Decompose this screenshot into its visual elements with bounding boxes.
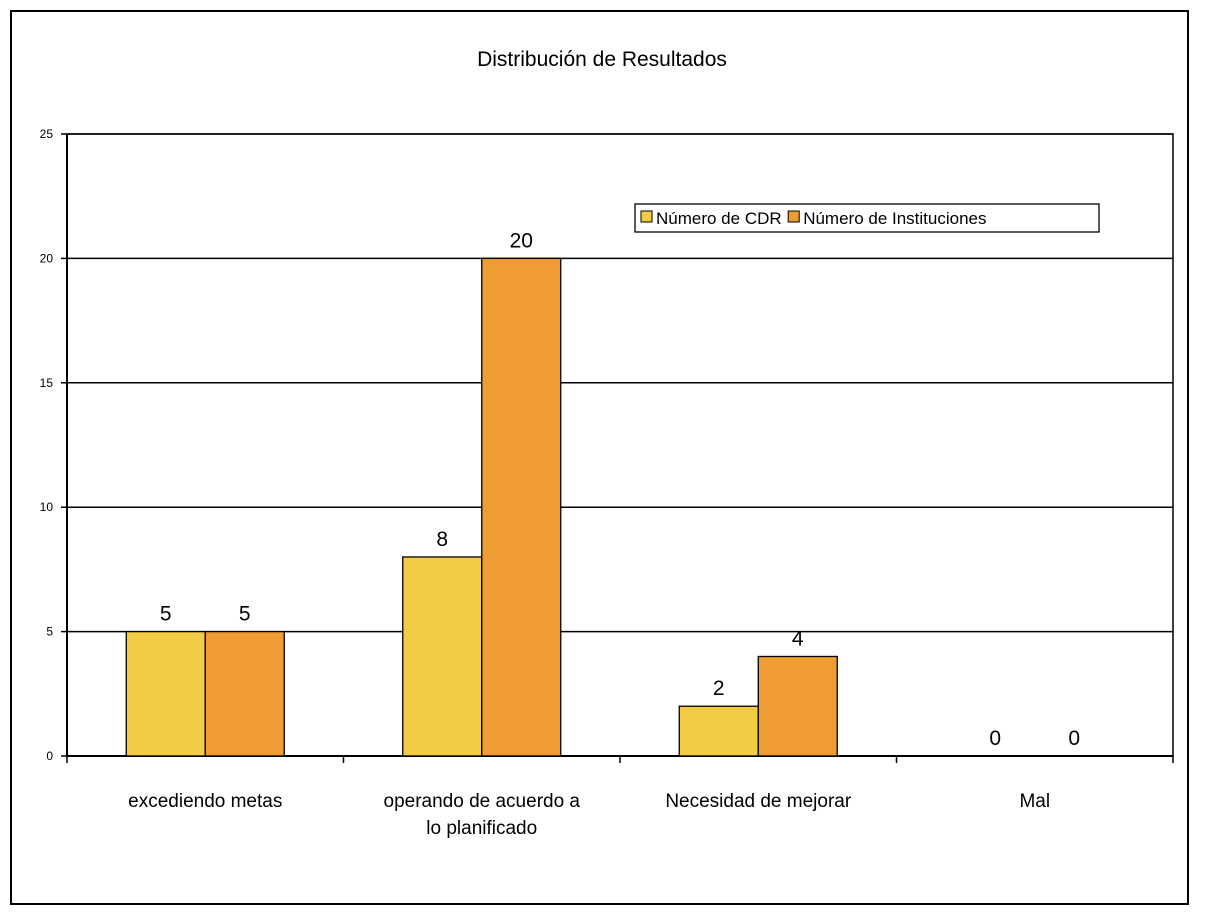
x-tick-label: Necesidad de mejorar [665, 791, 852, 812]
legend-label: Número de CDR [656, 209, 782, 228]
data-label: 0 [989, 727, 1001, 750]
bar [402, 556, 483, 757]
data-label: 4 [792, 627, 804, 650]
y-tick-label: 0 [46, 749, 53, 763]
legend-label: Número de Instituciones [803, 209, 986, 228]
bar [204, 630, 285, 757]
bar [481, 257, 562, 757]
data-labels: 5 5 8 20 2 4 0 0 [160, 229, 1080, 750]
y-tick-label: 25 [40, 127, 54, 141]
legend-box [634, 203, 1100, 233]
data-label: 5 [160, 603, 172, 626]
x-tick-label: excediendo metas [128, 791, 282, 812]
bars [125, 257, 838, 757]
data-label: 8 [436, 528, 448, 551]
data-label: 2 [713, 677, 725, 700]
bar [757, 655, 838, 757]
legend: Número de CDR Número de Instituciones [634, 203, 1100, 233]
x-tick-label: Mal [1019, 791, 1050, 812]
y-tick-label: 10 [40, 500, 54, 514]
data-label: 0 [1068, 727, 1080, 750]
data-label: 5 [239, 603, 251, 626]
bar [125, 630, 206, 757]
legend-swatch [640, 210, 653, 223]
y-tick-label: 20 [40, 251, 54, 265]
legend-swatch [787, 210, 800, 223]
y-tick-label: 15 [40, 376, 54, 390]
x-tick-label: operando de acuerdo a [384, 791, 581, 812]
data-label: 20 [510, 229, 533, 252]
y-tick-label: 5 [46, 625, 53, 639]
chart-title: Distribución de Resultados [477, 48, 727, 71]
x-tick-label: lo planificado [426, 818, 537, 839]
bar [678, 705, 759, 757]
